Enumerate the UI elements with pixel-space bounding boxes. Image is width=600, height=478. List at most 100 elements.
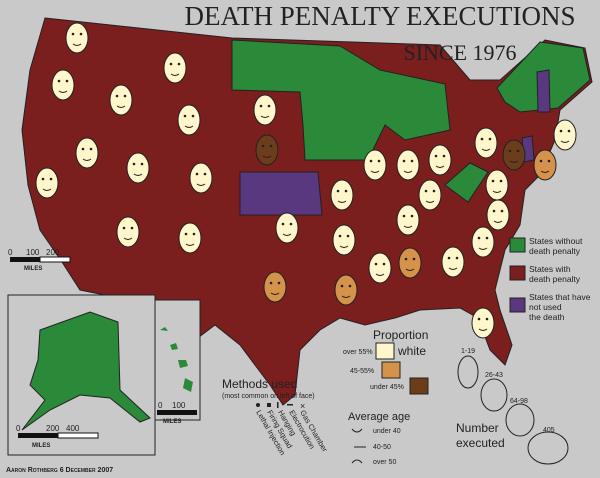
eye [203,172,207,176]
eye [57,79,61,83]
face-icon [471,307,495,339]
face-icon [441,246,465,278]
legend-title: Average age [348,411,410,423]
face [116,216,140,248]
face-icon [474,127,498,159]
shape [409,377,429,395]
label: 64-98 [510,398,528,405]
eye [377,159,381,163]
label: 1-19 [461,348,475,355]
eye [491,179,495,183]
face-icon [533,149,557,181]
mouth [123,237,133,240]
eye [177,62,181,66]
shape [21,311,151,431]
face-icon [363,149,387,181]
label: MILES [32,443,50,449]
face [75,137,99,169]
eye [289,222,293,226]
face [471,307,495,339]
face [109,84,133,116]
eye [410,159,414,163]
eye [382,262,386,266]
legend-title: Methods used [222,377,297,391]
states-without-penalty [444,162,489,203]
face-icon [398,247,422,279]
eye [500,209,504,213]
shape [256,403,260,407]
shape: × [300,401,305,411]
eye [281,222,285,226]
face [441,246,465,278]
face-icon [485,169,509,201]
face [334,274,358,306]
mouth [339,245,349,248]
label: 0 [158,401,163,410]
face-icon [253,94,277,126]
label: 100 [26,248,40,257]
face-icon [65,22,89,54]
eye [79,32,83,36]
eye [184,232,188,236]
shape [509,297,526,313]
eye [336,189,340,193]
states-not-used [536,69,551,113]
mouth [540,170,550,173]
face [471,226,495,258]
mouth [270,292,280,295]
face-icon [396,204,420,236]
shape [277,402,279,408]
label: 400 [66,424,80,433]
shape [39,256,71,263]
face-icon [275,212,299,244]
states-not-used [239,171,323,216]
face-icon [178,222,202,254]
face-icon [163,52,187,84]
face [35,167,59,199]
eye [424,189,428,193]
states-without-penalty [231,39,451,161]
label: under 45% [370,384,404,391]
age-mark [351,459,363,464]
label: 26-43 [485,372,503,379]
face-icon [471,226,495,258]
face [126,152,150,184]
label: 0 [16,424,21,433]
shape [160,327,193,392]
eye [434,154,438,158]
mouth [133,173,143,176]
mouth [282,233,292,236]
legend-line: death penalty [529,246,581,256]
mouth [58,90,68,93]
shape [154,299,201,421]
eye [402,159,406,163]
scale-bars [10,256,197,439]
face-icon [553,119,577,151]
eye [516,149,520,153]
eye [340,284,344,288]
eye [192,232,196,236]
face-icon [334,274,358,306]
shape [267,403,271,407]
face [368,252,392,284]
face-icon [502,139,526,171]
eye [132,162,136,166]
eye [344,189,348,193]
mouth [478,328,488,331]
face-icon [330,179,354,211]
label: under 40 [373,428,401,435]
method-symbols: × [256,401,305,411]
face-icon [263,271,287,303]
face [263,271,287,303]
size-legend [457,355,569,465]
label: MILES [163,419,181,425]
shape [480,378,508,412]
eye [346,234,350,238]
face [486,199,510,231]
mouth [262,155,272,158]
mouth [509,160,519,163]
face [51,69,75,101]
face [533,149,557,181]
legend-title: Proportion [373,328,428,342]
eye [447,256,451,260]
